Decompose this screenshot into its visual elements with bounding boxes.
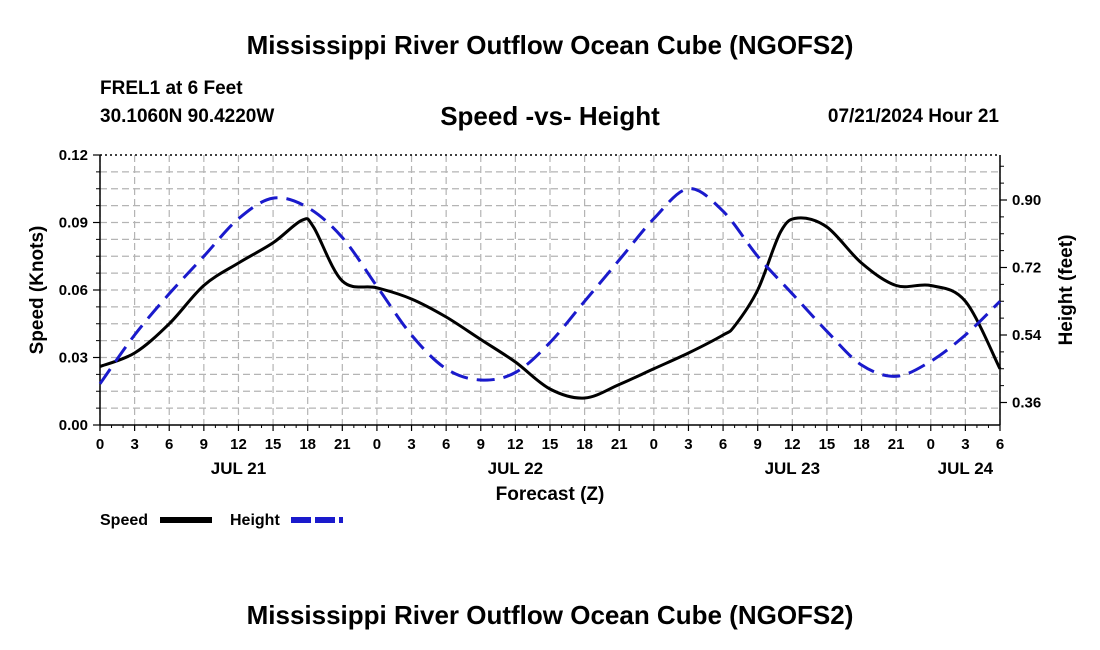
x-tick-label: 3 bbox=[407, 436, 415, 453]
y-tick-label: 0.06 bbox=[59, 282, 88, 299]
height-series-line bbox=[98, 187, 1002, 385]
y2-tick-label: 0.36 bbox=[1012, 395, 1041, 412]
y-tick-label: 0.03 bbox=[59, 350, 88, 367]
x-axis-title: Forecast (Z) bbox=[496, 484, 605, 505]
x-tick-label: 18 bbox=[576, 436, 593, 453]
legend-label-height: Height bbox=[230, 512, 280, 529]
day-label: JUL 22 bbox=[488, 459, 543, 478]
y-tick-label: 0.12 bbox=[59, 147, 88, 164]
x-tick-label: 6 bbox=[165, 436, 173, 453]
x-tick-label: 6 bbox=[996, 436, 1004, 453]
speed-series-line bbox=[99, 216, 1002, 400]
x-tick-label: 15 bbox=[819, 436, 836, 453]
x-tick-label: 3 bbox=[961, 436, 969, 453]
y-axis-title: Speed (Knots) bbox=[27, 226, 48, 355]
x-tick-label: 18 bbox=[299, 436, 316, 453]
day-label: JUL 24 bbox=[938, 459, 994, 478]
x-tick-label: 15 bbox=[265, 436, 282, 453]
x-tick-label: 6 bbox=[719, 436, 727, 453]
x-tick-label: 3 bbox=[684, 436, 692, 453]
day-label: JUL 21 bbox=[211, 459, 266, 478]
footer-title: Mississippi River Outflow Ocean Cube (NG… bbox=[246, 600, 854, 630]
y-tick-label: 0.00 bbox=[59, 417, 88, 434]
y2-tick-label: 0.90 bbox=[1012, 192, 1041, 209]
y-tick-label: 0.09 bbox=[59, 215, 88, 232]
x-tick-label: 0 bbox=[373, 436, 381, 453]
x-tick-label: 9 bbox=[200, 436, 208, 453]
y2-tick-label: 0.54 bbox=[1012, 327, 1042, 344]
y2-tick-label: 0.72 bbox=[1012, 260, 1041, 277]
chart-subtitle: Speed -vs- Height bbox=[440, 101, 660, 131]
x-tick-label: 18 bbox=[853, 436, 870, 453]
x-tick-label: 0 bbox=[650, 436, 658, 453]
x-tick-label: 9 bbox=[754, 436, 762, 453]
x-tick-label: 12 bbox=[784, 436, 801, 453]
x-tick-label: 12 bbox=[230, 436, 247, 453]
main-title: Mississippi River Outflow Ocean Cube (NG… bbox=[246, 30, 854, 60]
x-tick-label: 21 bbox=[611, 436, 628, 453]
x-tick-label: 6 bbox=[442, 436, 450, 453]
day-label: JUL 23 bbox=[765, 459, 820, 478]
y2-axis-title: Height (feet) bbox=[1056, 235, 1077, 346]
legend-label-speed: Speed bbox=[100, 512, 148, 529]
forecast-datetime: 07/21/2024 Hour 21 bbox=[827, 106, 999, 127]
coordinates-label: 30.1060N 90.4220W bbox=[100, 106, 275, 127]
station-label: FREL1 at 6 Feet bbox=[100, 78, 243, 99]
x-tick-label: 15 bbox=[542, 436, 559, 453]
x-tick-label: 21 bbox=[334, 436, 351, 453]
x-tick-label: 21 bbox=[888, 436, 905, 453]
x-tick-label: 9 bbox=[477, 436, 485, 453]
x-tick-label: 3 bbox=[130, 436, 138, 453]
x-tick-label: 0 bbox=[96, 436, 104, 453]
x-tick-label: 12 bbox=[507, 436, 524, 453]
x-tick-label: 0 bbox=[927, 436, 935, 453]
